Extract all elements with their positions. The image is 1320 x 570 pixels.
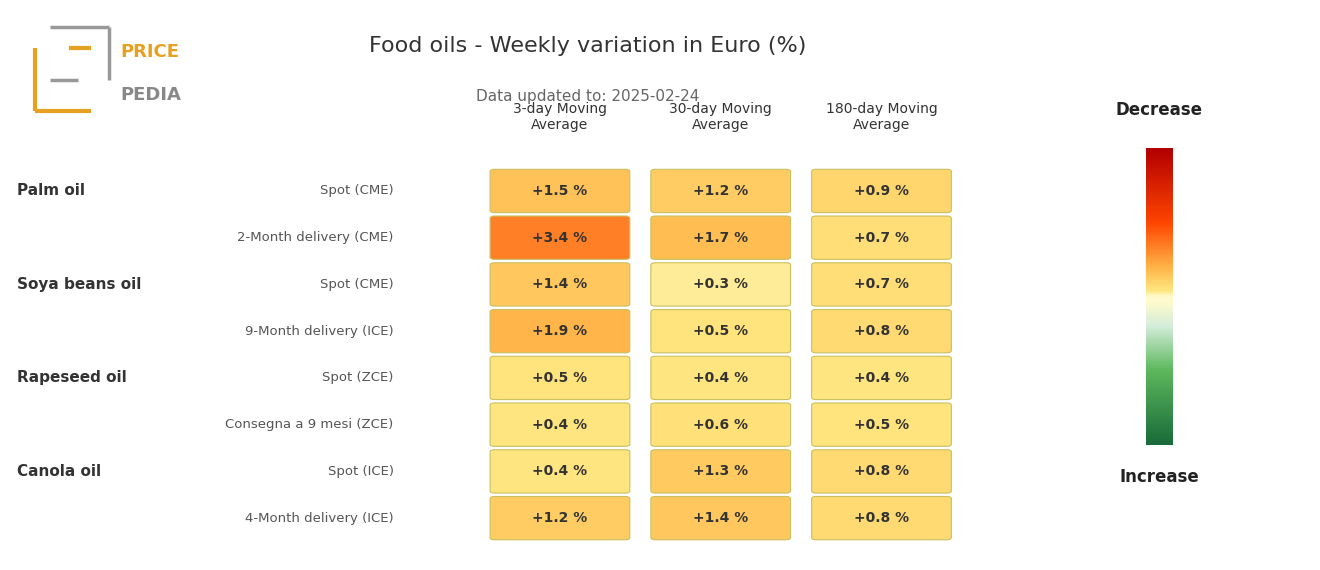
Text: PRICE: PRICE [120,43,180,61]
Text: +0.6 %: +0.6 % [693,418,748,431]
Text: 30-day Moving
Average: 30-day Moving Average [669,102,772,132]
FancyBboxPatch shape [812,450,952,493]
Text: Rapeseed oil: Rapeseed oil [17,370,127,385]
Text: +1.4 %: +1.4 % [532,278,587,291]
Text: +0.4 %: +0.4 % [854,371,909,385]
Text: Food oils - Weekly variation in Euro (%): Food oils - Weekly variation in Euro (%) [370,35,807,56]
FancyBboxPatch shape [490,169,630,213]
FancyBboxPatch shape [651,450,791,493]
FancyBboxPatch shape [490,403,630,446]
Text: 2-Month delivery (CME): 2-Month delivery (CME) [238,231,393,244]
FancyBboxPatch shape [812,403,952,446]
FancyBboxPatch shape [651,496,791,540]
FancyBboxPatch shape [812,216,952,259]
Text: Decrease: Decrease [1115,100,1203,119]
Text: Data updated to: 2025-02-24: Data updated to: 2025-02-24 [477,89,700,104]
Text: 3-day Moving
Average: 3-day Moving Average [513,102,607,132]
Text: 4-Month delivery (ICE): 4-Month delivery (ICE) [246,512,393,524]
Text: Palm oil: Palm oil [17,184,84,198]
Text: Spot (ZCE): Spot (ZCE) [322,372,393,384]
Text: +1.4 %: +1.4 % [693,511,748,525]
Text: Consegna a 9 mesi (ZCE): Consegna a 9 mesi (ZCE) [226,418,393,431]
FancyBboxPatch shape [651,216,791,259]
Text: +0.8 %: +0.8 % [854,511,909,525]
Text: Soya beans oil: Soya beans oil [17,277,141,292]
Text: +0.7 %: +0.7 % [854,278,909,291]
Text: +0.4 %: +0.4 % [532,418,587,431]
Text: +1.3 %: +1.3 % [693,465,748,478]
FancyBboxPatch shape [651,403,791,446]
Text: +0.8 %: +0.8 % [854,324,909,338]
FancyBboxPatch shape [490,356,630,400]
Text: Spot (CME): Spot (CME) [319,185,393,197]
FancyBboxPatch shape [651,263,791,306]
Text: +0.8 %: +0.8 % [854,465,909,478]
Text: Increase: Increase [1119,469,1199,486]
FancyBboxPatch shape [812,496,952,540]
FancyBboxPatch shape [812,356,952,400]
Text: +0.5 %: +0.5 % [693,324,748,338]
Text: Canola oil: Canola oil [17,464,100,479]
Text: +1.2 %: +1.2 % [532,511,587,525]
FancyBboxPatch shape [651,310,791,353]
Text: +3.4 %: +3.4 % [532,231,587,245]
Text: Spot (ICE): Spot (ICE) [327,465,393,478]
FancyBboxPatch shape [651,356,791,400]
FancyBboxPatch shape [812,169,952,213]
FancyBboxPatch shape [490,263,630,306]
Text: +1.2 %: +1.2 % [693,184,748,198]
Text: +0.4 %: +0.4 % [532,465,587,478]
Text: +0.5 %: +0.5 % [854,418,909,431]
Text: +0.7 %: +0.7 % [854,231,909,245]
Text: +0.9 %: +0.9 % [854,184,909,198]
Text: +1.9 %: +1.9 % [532,324,587,338]
FancyBboxPatch shape [651,169,791,213]
Text: Spot (CME): Spot (CME) [319,278,393,291]
Text: +0.3 %: +0.3 % [693,278,748,291]
Text: PEDIA: PEDIA [120,86,181,104]
FancyBboxPatch shape [490,496,630,540]
FancyBboxPatch shape [490,216,630,259]
Text: +0.4 %: +0.4 % [693,371,748,385]
FancyBboxPatch shape [812,310,952,353]
Text: +0.5 %: +0.5 % [532,371,587,385]
FancyBboxPatch shape [812,263,952,306]
FancyBboxPatch shape [490,450,630,493]
Text: +1.5 %: +1.5 % [532,184,587,198]
FancyBboxPatch shape [490,310,630,353]
Text: 9-Month delivery (ICE): 9-Month delivery (ICE) [246,325,393,337]
Text: 180-day Moving
Average: 180-day Moving Average [825,102,937,132]
Text: +1.7 %: +1.7 % [693,231,748,245]
